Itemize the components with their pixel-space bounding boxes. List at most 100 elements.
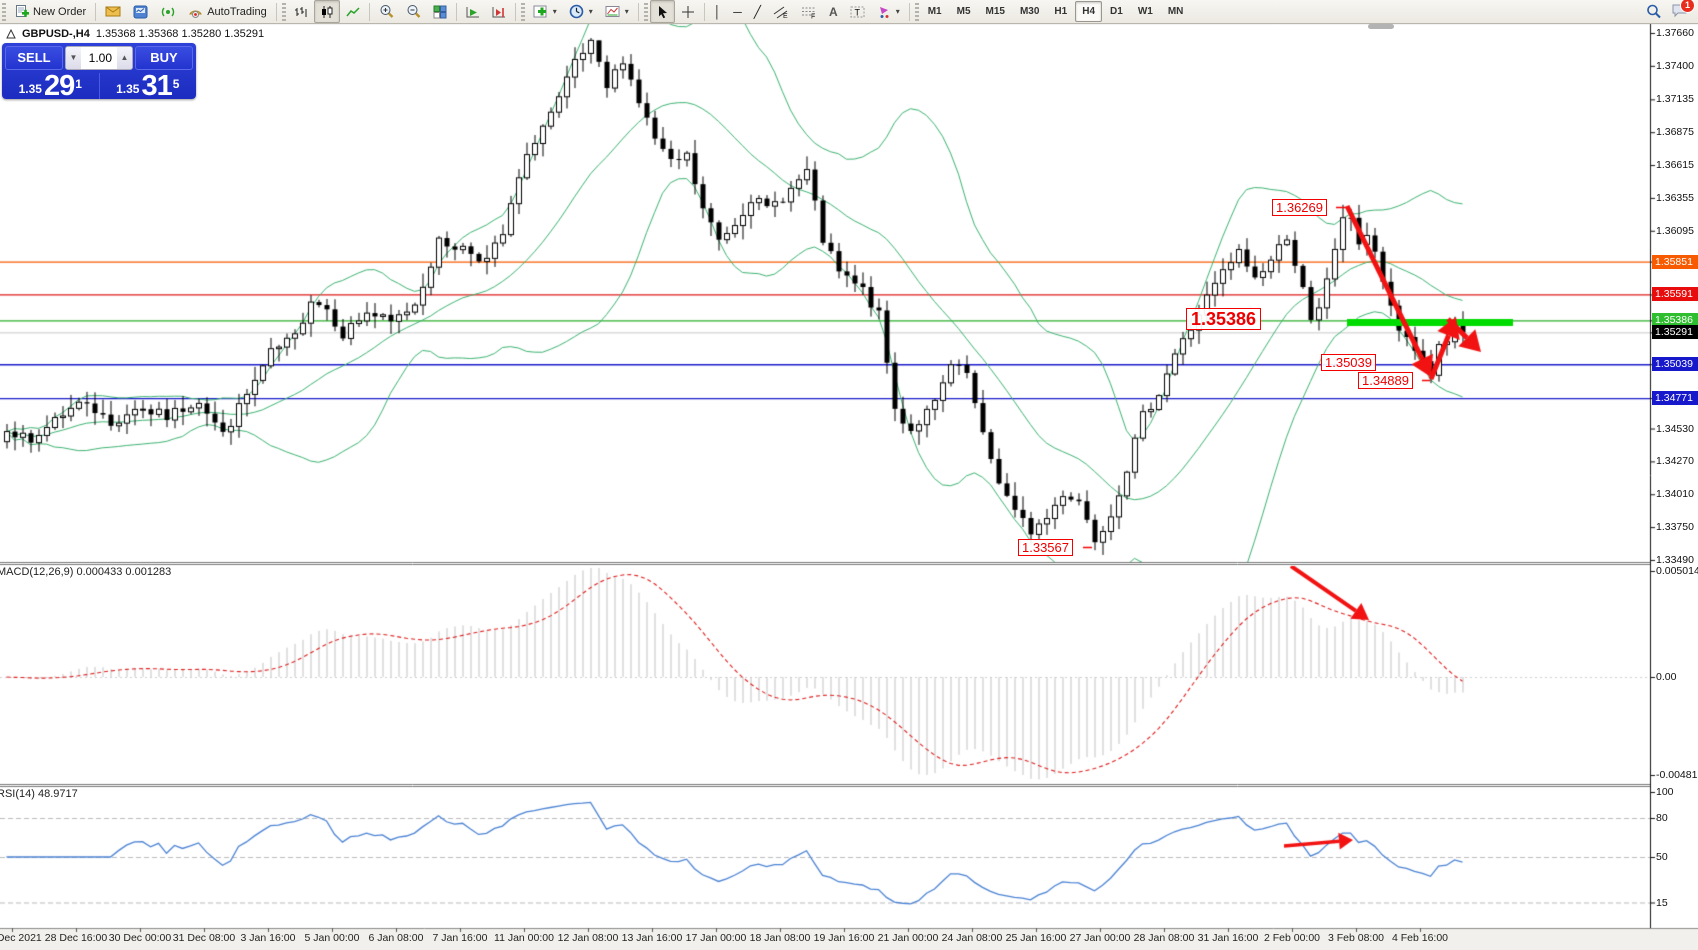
vertical-line-icon: │	[713, 4, 722, 19]
timeframe-M1[interactable]: M1	[927, 6, 942, 17]
sell-price-point: 1	[75, 77, 82, 91]
timeframe-M30[interactable]: M30	[1019, 6, 1040, 17]
toolbar-grip[interactable]	[914, 2, 919, 21]
cursor-icon-button[interactable]	[649, 0, 675, 23]
sell-price[interactable]: 1.35 29 1	[2, 71, 99, 100]
signals-icon	[162, 7, 175, 16]
crosshair-icon-button[interactable]	[675, 0, 701, 23]
metaeditor-icon-button[interactable]	[127, 0, 154, 23]
auto-scroll-icon	[466, 6, 479, 17]
price-annotation[interactable]: 1.33567	[1018, 539, 1073, 556]
new-order-label: New Order	[33, 5, 87, 18]
envelope-icon	[105, 6, 121, 17]
price-axis-tick: 1.33490	[1656, 553, 1694, 566]
autotrading-label: AutoTrading	[207, 5, 267, 18]
toolbar-grip[interactable]	[281, 2, 286, 21]
zoom-out-icon-button[interactable]	[400, 0, 427, 23]
timeframe-MN[interactable]: MN	[1167, 6, 1184, 17]
new-order-button[interactable]: New Order	[8, 0, 92, 23]
volume-input[interactable]: 1.00	[88, 51, 112, 65]
search-icon[interactable]	[1646, 4, 1661, 19]
templates-icon-button[interactable]: ▾	[599, 0, 635, 23]
vertical-line-icon-button[interactable]: │	[708, 0, 728, 23]
equidistant-channel-icon-button[interactable]: E	[767, 0, 795, 23]
signals-icon-button[interactable]	[154, 0, 182, 23]
price-annotation[interactable]: 1.34889	[1358, 372, 1413, 389]
line-chart-icon-button[interactable]	[340, 0, 366, 23]
price-axis-tick: 1.33750	[1656, 521, 1694, 534]
zoom-in-icon-button[interactable]	[373, 0, 400, 23]
chart-symbol-period: GBPUSD-,H4	[22, 28, 90, 40]
timeframe-M15[interactable]: M15	[985, 6, 1005, 17]
fibonacci-icon-button[interactable]: F	[795, 0, 823, 23]
tile-windows-icon-button[interactable]	[427, 0, 453, 23]
text-icon-button[interactable]: A	[823, 0, 844, 23]
chart-shift-icon-button[interactable]	[486, 0, 512, 23]
price-level-badge: 1.35291	[1652, 325, 1698, 340]
auto-scroll-icon-button[interactable]	[460, 0, 486, 23]
buy-price[interactable]: 1.35 31 5	[100, 71, 197, 100]
indicators-icon-button[interactable]: ▾	[527, 0, 563, 23]
toolbar-grip[interactable]	[643, 2, 648, 21]
time-axis-label: 3 Feb 08:00	[1327, 932, 1385, 944]
price-axis-tick: 1.37660	[1656, 27, 1694, 39]
buy-price-base: 1.35	[116, 82, 140, 96]
chevron-down-icon[interactable]: ▾	[624, 7, 629, 16]
chart-scrollbar-thumb[interactable]	[1368, 24, 1394, 29]
time-axis-label: 28 Jan 08:00	[1133, 932, 1195, 944]
time-axis-label: 27 Jan 00:00	[1069, 932, 1131, 944]
svg-text:T: T	[854, 7, 860, 17]
price-level-badge: 1.34771	[1652, 391, 1698, 406]
arrows-shapes-icon-button[interactable]: ▾	[871, 0, 906, 23]
time-axis-label: 21 Jan 00:00	[877, 932, 939, 944]
price-level-badge: 1.35386	[1652, 313, 1698, 328]
timeframe-M5[interactable]: M5	[956, 6, 971, 17]
sell-button[interactable]: SELL	[5, 46, 63, 70]
candlestick-chart-icon-button[interactable]	[313, 0, 340, 23]
toolbar-separator	[703, 2, 705, 21]
chevron-down-icon[interactable]: ▾	[588, 7, 593, 16]
arrows-shapes-icon	[879, 6, 889, 18]
toolbar-separator	[95, 2, 97, 21]
bar-chart-icon	[294, 6, 307, 17]
timeframe-H1[interactable]: H1	[1054, 6, 1068, 17]
volume-increase-button[interactable]: ▲	[117, 47, 132, 69]
toolbar-grip[interactable]	[520, 2, 525, 21]
price-annotation[interactable]: 1.35386	[1186, 308, 1262, 330]
macd-axis-bottom: -0.004812	[1656, 769, 1698, 781]
periods-icon-button[interactable]: ▾	[563, 0, 599, 23]
price-annotation[interactable]: 1.36269	[1272, 199, 1327, 216]
price-axis-tick: 1.36095	[1656, 224, 1694, 237]
chevron-down-icon[interactable]: ▾	[552, 7, 557, 16]
volume-decrease-button[interactable]: ▼	[66, 47, 81, 69]
time-axis-label: 19 Jan 16:00	[813, 932, 875, 944]
price-axis-tick: 1.34270	[1656, 455, 1694, 468]
toolbar-separator	[275, 2, 277, 21]
price-annotation[interactable]: 1.35039	[1321, 354, 1376, 371]
chart-shift-icon	[492, 6, 505, 17]
timeframe-D1[interactable]: D1	[1110, 6, 1123, 17]
horizontal-line-icon-button[interactable]: ─	[727, 0, 748, 23]
price-axis-tick: 1.36875	[1656, 126, 1694, 139]
rsi-indicator-label: RSI(14) 48.9717	[0, 788, 78, 800]
text-label-icon-button[interactable]: T	[844, 0, 871, 23]
bar-chart-icon-button[interactable]	[288, 0, 314, 23]
timeframe-H4[interactable]: H4	[1075, 1, 1103, 22]
autotrading-button[interactable]: AutoTrading	[182, 0, 273, 23]
buy-button[interactable]: BUY	[135, 46, 193, 70]
toolbar-separator	[368, 2, 370, 21]
toolbar-separator	[514, 2, 516, 21]
toolbar-grip[interactable]	[2, 2, 6, 21]
notifications-icon-button[interactable]: 1	[1671, 0, 1695, 21]
timeframe-W1[interactable]: W1	[1137, 6, 1153, 17]
chevron-down-icon[interactable]: ▾	[895, 7, 900, 16]
price-axis-tick: 1.36355	[1656, 191, 1694, 204]
time-axis-label: 11 Jan 00:00	[494, 932, 554, 944]
templates-icon	[605, 5, 620, 17]
envelope-icon-button[interactable]	[99, 0, 127, 23]
trendline-icon-button[interactable]: ╱	[748, 0, 767, 23]
rsi-axis-tick: 80	[1656, 812, 1668, 824]
equidistant-channel-icon: E	[773, 6, 788, 19]
